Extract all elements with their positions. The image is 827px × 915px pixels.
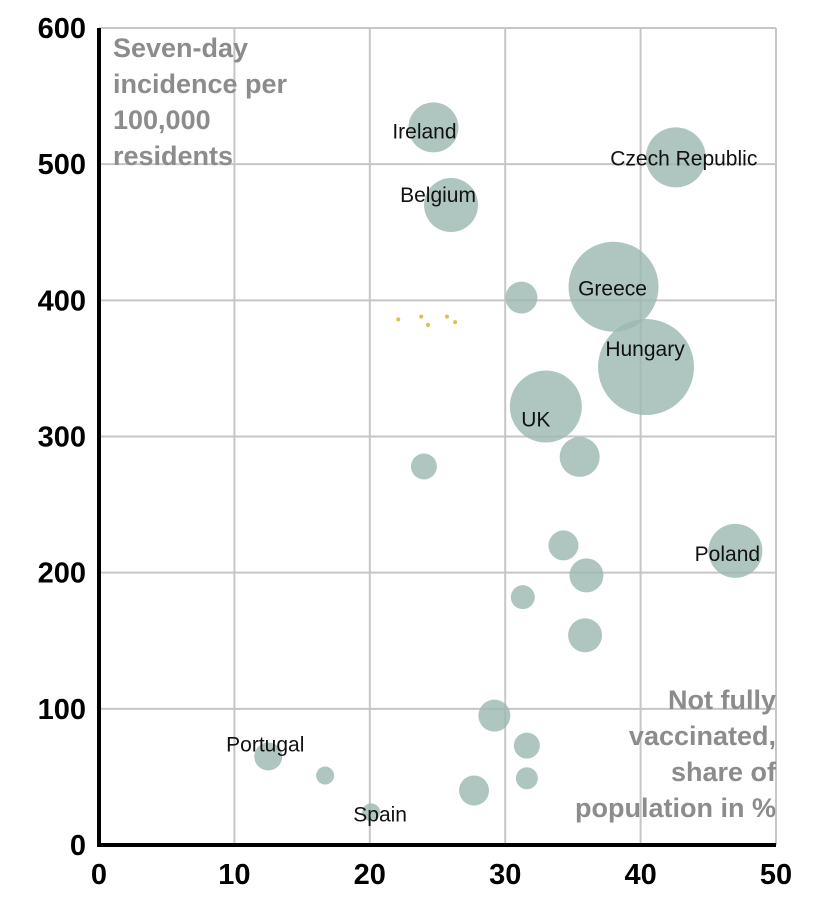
decoration-dot <box>426 322 431 327</box>
bubble-czech-republic <box>645 127 706 188</box>
bubble-unlabeled <box>559 436 600 477</box>
country-label-uk: UK <box>521 409 550 432</box>
y-tick-label: 300 <box>38 422 86 454</box>
bubble-unlabeled <box>505 281 538 314</box>
bubble-portugal <box>254 742 283 771</box>
bubble-unlabeled <box>569 558 604 593</box>
y-tick-label: 500 <box>38 149 86 181</box>
decoration-dot <box>444 314 449 319</box>
y-tick-label: 100 <box>38 694 86 726</box>
decoration-dot <box>396 317 401 322</box>
bubble-uk <box>509 370 582 443</box>
country-label-ireland: Ireland <box>392 120 456 143</box>
country-label-czech-republic: Czech Republic <box>610 147 757 170</box>
country-label-spain: Spain <box>353 803 407 826</box>
x-tick-label: 0 <box>91 859 107 891</box>
bubble-belgium <box>424 178 479 233</box>
x-tick-label: 20 <box>354 859 386 891</box>
bubble-unlabeled <box>410 453 437 480</box>
y-tick-label: 0 <box>70 830 86 862</box>
bubble-unlabeled <box>568 618 603 653</box>
country-label-portugal: Portugal <box>226 733 304 756</box>
bubble-unlabeled <box>478 699 511 732</box>
x-tick-label: 50 <box>760 859 792 891</box>
decoration-dot <box>453 320 458 325</box>
x-tick-label: 30 <box>489 859 521 891</box>
y-tick-label: 200 <box>38 558 86 590</box>
bubble-spain <box>362 803 381 822</box>
y-tick-label: 400 <box>38 285 86 317</box>
x-tick-label: 40 <box>624 859 656 891</box>
country-label-greece: Greece <box>578 278 647 301</box>
bubble-greece <box>568 241 659 332</box>
bubble-hungary <box>598 319 695 416</box>
bubble-unlabeled <box>548 530 579 561</box>
bubble-unlabeled <box>316 766 335 785</box>
bubble-unlabeled <box>459 775 490 806</box>
bubble-unlabeled <box>510 585 535 610</box>
bubble-poland <box>708 523 763 578</box>
x-tick-label: 10 <box>218 859 250 891</box>
decoration-dot <box>419 314 424 319</box>
bubble-ireland <box>408 102 459 153</box>
y-tick-label: 600 <box>38 13 86 45</box>
bubble-unlabeled <box>513 732 540 759</box>
country-label-poland: Poland <box>695 543 760 566</box>
country-label-belgium: Belgium <box>400 184 476 207</box>
country-label-hungary: Hungary <box>605 338 685 361</box>
bubble-unlabeled <box>515 767 538 790</box>
